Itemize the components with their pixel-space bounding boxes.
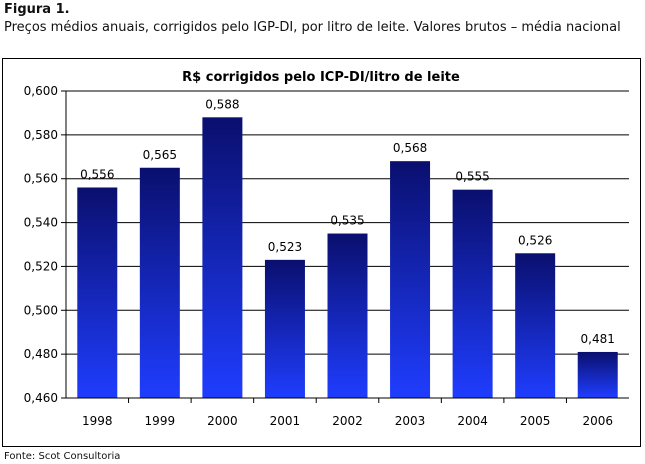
bar — [139, 167, 180, 398]
y-tick-label: 0,560 — [24, 172, 58, 186]
y-tick-label: 0,580 — [24, 128, 58, 142]
x-tick-label: 2000 — [207, 414, 238, 428]
x-tick-label: 1999 — [145, 414, 176, 428]
bar — [264, 259, 305, 398]
bar-chart: R$ corrigidos pelo ICP-DI/litro de leite… — [24, 70, 629, 428]
y-tick-label: 0,600 — [24, 84, 58, 98]
y-tick-label: 0,540 — [24, 216, 58, 230]
bar — [390, 161, 431, 398]
data-label: 0,556 — [80, 167, 114, 181]
figure-label: Figura 1. — [4, 2, 70, 17]
chart-frame: R$ corrigidos pelo ICP-DI/litro de leite… — [2, 58, 641, 447]
data-label: 0,481 — [581, 332, 615, 346]
bars — [77, 117, 618, 399]
x-tick-label: 1998 — [82, 414, 113, 428]
bar — [202, 117, 243, 399]
data-label: 0,526 — [518, 233, 552, 247]
data-label: 0,523 — [268, 240, 302, 254]
data-label: 0,535 — [330, 214, 364, 228]
y-tick-label: 0,520 — [24, 259, 58, 273]
chart-title: R$ corrigidos pelo ICP-DI/litro de leite — [182, 70, 460, 85]
figure-caption: Preços médios anuais, corrigidos pelo IG… — [4, 20, 621, 35]
x-tick-label: 2003 — [395, 414, 426, 428]
data-labels: 0,556 0,565 0,588 0,523 0,535 0,568 0,555 0,526… — [80, 97, 615, 346]
y-tick-label: 0,500 — [24, 303, 58, 317]
data-label: 0,555 — [455, 170, 489, 184]
bar — [327, 233, 368, 398]
bar — [77, 187, 118, 398]
bar — [452, 189, 493, 398]
y-tick-label: 0,480 — [24, 347, 58, 361]
data-label: 0,565 — [143, 148, 177, 162]
x-tick-label: 2001 — [270, 414, 301, 428]
x-tick-label: 2004 — [457, 414, 488, 428]
axes — [65, 91, 629, 399]
y-axis-ticks: 0,460 0,480 0,500 0,520 0,540 0,560 0,580 0,600 — [24, 84, 66, 405]
figure-source: Fonte: Scot Consultoria — [4, 451, 121, 462]
bar — [577, 351, 618, 398]
y-tick-label: 0,460 — [24, 391, 58, 405]
data-label: 0,568 — [393, 141, 427, 155]
data-label: 0,588 — [205, 97, 239, 111]
x-axis-ticks: 1998 1999 2000 2001 2002 2003 2004 2005 2006 — [82, 398, 613, 428]
x-tick-label: 2002 — [332, 414, 363, 428]
x-tick-label: 2006 — [582, 414, 613, 428]
bar — [515, 253, 556, 398]
x-tick-label: 2005 — [520, 414, 551, 428]
